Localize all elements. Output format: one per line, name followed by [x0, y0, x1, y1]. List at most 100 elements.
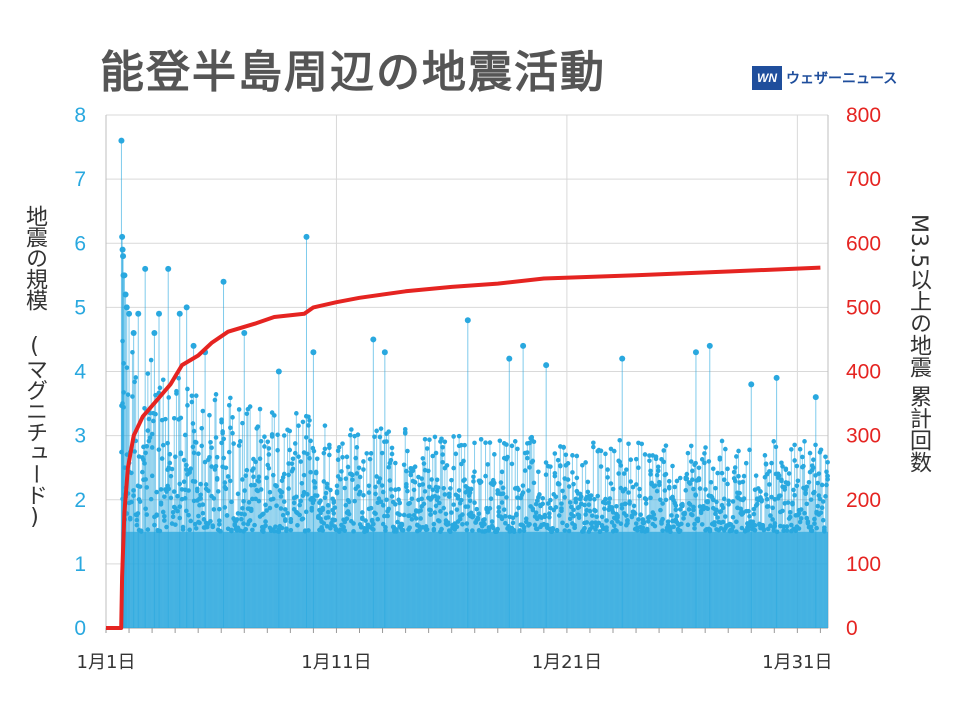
- magnitude-point: [690, 468, 695, 474]
- magnitude-point: [514, 511, 519, 517]
- magnitude-point: [356, 465, 362, 471]
- magnitude-point: [819, 505, 825, 511]
- magnitude-point: [364, 451, 370, 456]
- magnitude-point: [593, 508, 598, 514]
- magnitude-point: [461, 458, 466, 464]
- magnitude-point: [200, 510, 206, 516]
- magnitude-point: [236, 443, 242, 448]
- y-tick-label-left: 3: [74, 425, 86, 448]
- magnitude-peak-point: [706, 342, 713, 349]
- magnitude-point: [768, 513, 773, 518]
- magnitude-point: [725, 481, 730, 487]
- magnitude-point: [564, 523, 570, 528]
- magnitude-point: [467, 498, 473, 504]
- magnitude-point: [197, 520, 202, 526]
- magnitude-point: [628, 457, 634, 463]
- magnitude-point: [626, 441, 631, 447]
- magnitude-point: [247, 404, 253, 409]
- magnitude-point: [566, 484, 572, 489]
- magnitude-point: [566, 528, 572, 534]
- magnitude-point: [178, 415, 184, 421]
- magnitude-point: [325, 509, 331, 515]
- magnitude-point: [324, 485, 330, 490]
- magnitude-point: [165, 440, 170, 446]
- magnitude-point: [525, 450, 530, 455]
- magnitude-point: [431, 521, 437, 527]
- magnitude-point: [659, 521, 664, 526]
- magnitude-point: [688, 443, 694, 449]
- magnitude-point: [395, 519, 400, 525]
- magnitude-point: [440, 444, 445, 450]
- magnitude-peak-point: [156, 310, 163, 317]
- magnitude-point: [286, 472, 291, 478]
- y-tick-label-right: 700: [846, 168, 881, 191]
- magnitude-point: [336, 445, 342, 450]
- magnitude-point: [218, 528, 223, 534]
- magnitude-point: [808, 524, 814, 530]
- magnitude-point: [499, 469, 505, 475]
- magnitude-point: [574, 453, 580, 459]
- magnitude-point: [299, 480, 305, 486]
- magnitude-point: [617, 437, 623, 443]
- magnitude-point: [592, 496, 597, 502]
- magnitude-point: [495, 488, 500, 493]
- y-tick-label-right: 200: [846, 489, 881, 512]
- magnitude-point: [212, 397, 218, 403]
- magnitude-point: [814, 525, 819, 531]
- magnitude-point: [734, 454, 739, 459]
- magnitude-point: [360, 510, 365, 515]
- magnitude-point: [399, 521, 405, 527]
- magnitude-point: [386, 506, 392, 512]
- magnitude-point: [207, 412, 212, 418]
- magnitude-point: [318, 498, 323, 504]
- magnitude-point: [534, 526, 540, 532]
- magnitude-point: [660, 528, 665, 533]
- magnitude-point: [166, 486, 172, 492]
- magnitude-point: [295, 522, 300, 528]
- magnitude-peak-point: [190, 342, 197, 349]
- y-tick-label-left: 0: [74, 617, 86, 640]
- magnitude-point: [170, 514, 176, 520]
- y-tick-label-right: 400: [846, 361, 881, 384]
- magnitude-point: [349, 427, 354, 432]
- magnitude-point: [615, 519, 620, 524]
- magnitude-point: [762, 453, 768, 458]
- magnitude-point: [468, 486, 474, 492]
- magnitude-point: [292, 441, 298, 446]
- magnitude-point: [377, 476, 383, 481]
- magnitude-point: [270, 472, 276, 478]
- magnitude-point: [780, 464, 785, 469]
- magnitude-point: [384, 439, 389, 444]
- magnitude-point: [547, 511, 552, 516]
- magnitude-point: [331, 511, 337, 516]
- magnitude-point: [653, 454, 659, 460]
- magnitude-point: [186, 512, 191, 518]
- magnitude-point: [440, 459, 445, 465]
- magnitude-point: [159, 456, 165, 461]
- magnitude-point: [691, 486, 696, 492]
- magnitude-point: [511, 527, 517, 533]
- magnitude-point: [471, 474, 476, 480]
- magnitude-point: [629, 513, 635, 519]
- magnitude-point: [287, 447, 293, 453]
- magnitude-point: [806, 479, 812, 485]
- x-tick-label: 1月21日: [532, 652, 602, 673]
- magnitude-point: [211, 507, 217, 512]
- magnitude-point: [633, 482, 639, 487]
- magnitude-point: [366, 483, 372, 489]
- magnitude-point: [492, 452, 497, 457]
- magnitude-point: [332, 517, 338, 523]
- magnitude-point: [482, 521, 487, 527]
- magnitude-point: [763, 492, 769, 497]
- magnitude-stems-dense: [120, 341, 829, 628]
- magnitude-point: [207, 454, 212, 460]
- magnitude-peak-point: [748, 381, 755, 388]
- magnitude-point: [769, 494, 774, 500]
- magnitude-point: [604, 518, 609, 523]
- magnitude-point: [178, 451, 184, 457]
- magnitude-point: [285, 511, 290, 516]
- magnitude-point: [186, 488, 191, 493]
- y-tick-label-right: 100: [846, 553, 881, 576]
- magnitude-point: [193, 526, 199, 531]
